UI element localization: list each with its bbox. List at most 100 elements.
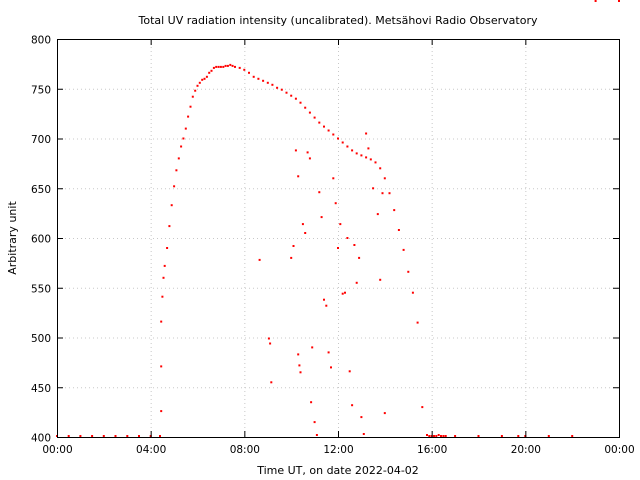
data-point xyxy=(355,152,358,155)
data-point xyxy=(442,435,445,437)
grid-lines xyxy=(57,39,619,437)
data-point xyxy=(372,187,375,190)
data-point xyxy=(379,167,382,170)
data-point xyxy=(310,401,313,404)
data-point xyxy=(234,65,236,68)
data-point xyxy=(318,121,321,124)
y-tick-label: 450 xyxy=(31,383,51,395)
y-tick-label: 700 xyxy=(31,134,51,146)
data-point xyxy=(341,141,344,144)
data-point xyxy=(294,97,297,100)
data-point xyxy=(280,88,283,91)
data-point xyxy=(201,78,204,81)
data-point xyxy=(102,435,105,437)
data-point xyxy=(428,435,431,437)
data-point xyxy=(252,75,255,78)
data-point xyxy=(208,71,211,74)
data-point xyxy=(304,106,307,109)
data-point xyxy=(327,351,330,354)
data-point xyxy=(407,270,410,273)
data-point xyxy=(351,149,354,152)
data-point xyxy=(353,244,356,246)
data-point xyxy=(325,304,328,307)
data-point xyxy=(365,132,368,135)
data-point xyxy=(173,185,176,188)
data-point xyxy=(138,435,140,437)
x-tick-label: 12:00 xyxy=(323,444,353,456)
x-tick-label: 00:00 xyxy=(604,444,634,456)
data-point xyxy=(355,281,358,284)
x-tick-label: 00:00 xyxy=(42,444,72,456)
data-point xyxy=(299,371,302,374)
y-tick-label: 600 xyxy=(31,234,51,246)
data-point xyxy=(337,247,339,249)
data-point xyxy=(444,435,447,437)
x-tick-label: 04:00 xyxy=(136,444,166,456)
data-point xyxy=(346,237,349,239)
data-point xyxy=(226,64,229,67)
data-point xyxy=(212,66,215,69)
data-point xyxy=(365,156,368,159)
data-point xyxy=(388,192,391,195)
data-point xyxy=(421,406,424,409)
data-point xyxy=(298,364,301,367)
data-point xyxy=(243,68,246,71)
data-point xyxy=(362,433,365,435)
data-points xyxy=(56,0,620,437)
x-tick-label: 16:00 xyxy=(417,444,447,456)
y-tick-label: 400 xyxy=(31,433,51,445)
data-point xyxy=(594,0,597,2)
data-point xyxy=(383,177,386,180)
data-point xyxy=(299,101,302,104)
data-point xyxy=(376,213,379,216)
data-point xyxy=(318,191,321,194)
data-point xyxy=(315,434,318,436)
data-point xyxy=(159,435,161,437)
data-point xyxy=(379,278,382,281)
data-point xyxy=(332,133,335,136)
data-point xyxy=(360,416,363,419)
data-point xyxy=(266,81,269,84)
data-point xyxy=(367,147,370,150)
data-point xyxy=(294,149,297,152)
data-point xyxy=(184,127,187,130)
y-tick-label: 500 xyxy=(31,333,51,345)
data-point xyxy=(524,435,527,437)
data-point xyxy=(437,434,440,436)
data-point xyxy=(374,161,377,164)
x-tick-label: 08:00 xyxy=(230,444,260,456)
data-point xyxy=(248,71,250,74)
data-point xyxy=(313,421,316,424)
data-point xyxy=(618,0,620,2)
data-point xyxy=(67,435,70,437)
data-point xyxy=(160,365,163,368)
data-point xyxy=(337,137,339,140)
data-point xyxy=(161,295,164,298)
data-point xyxy=(292,245,295,247)
data-point xyxy=(304,232,307,234)
data-point xyxy=(217,65,220,68)
data-point xyxy=(426,434,428,436)
data-point xyxy=(500,435,503,437)
data-point xyxy=(290,256,293,259)
data-point xyxy=(126,435,129,437)
data-point xyxy=(339,223,342,226)
data-point xyxy=(477,435,480,437)
y-axis-label: Arbitrary unit xyxy=(6,201,19,275)
data-point xyxy=(210,69,213,72)
data-point xyxy=(231,64,234,67)
data-point xyxy=(454,435,457,437)
data-point xyxy=(79,435,82,437)
data-point xyxy=(346,145,349,148)
data-point xyxy=(114,435,117,437)
data-point xyxy=(229,63,232,66)
data-point xyxy=(160,410,163,413)
data-point xyxy=(433,435,435,437)
data-point xyxy=(270,381,273,384)
data-point xyxy=(297,353,300,356)
data-point xyxy=(308,111,311,114)
data-point xyxy=(285,91,288,94)
data-point xyxy=(435,435,438,437)
data-point xyxy=(189,105,192,108)
